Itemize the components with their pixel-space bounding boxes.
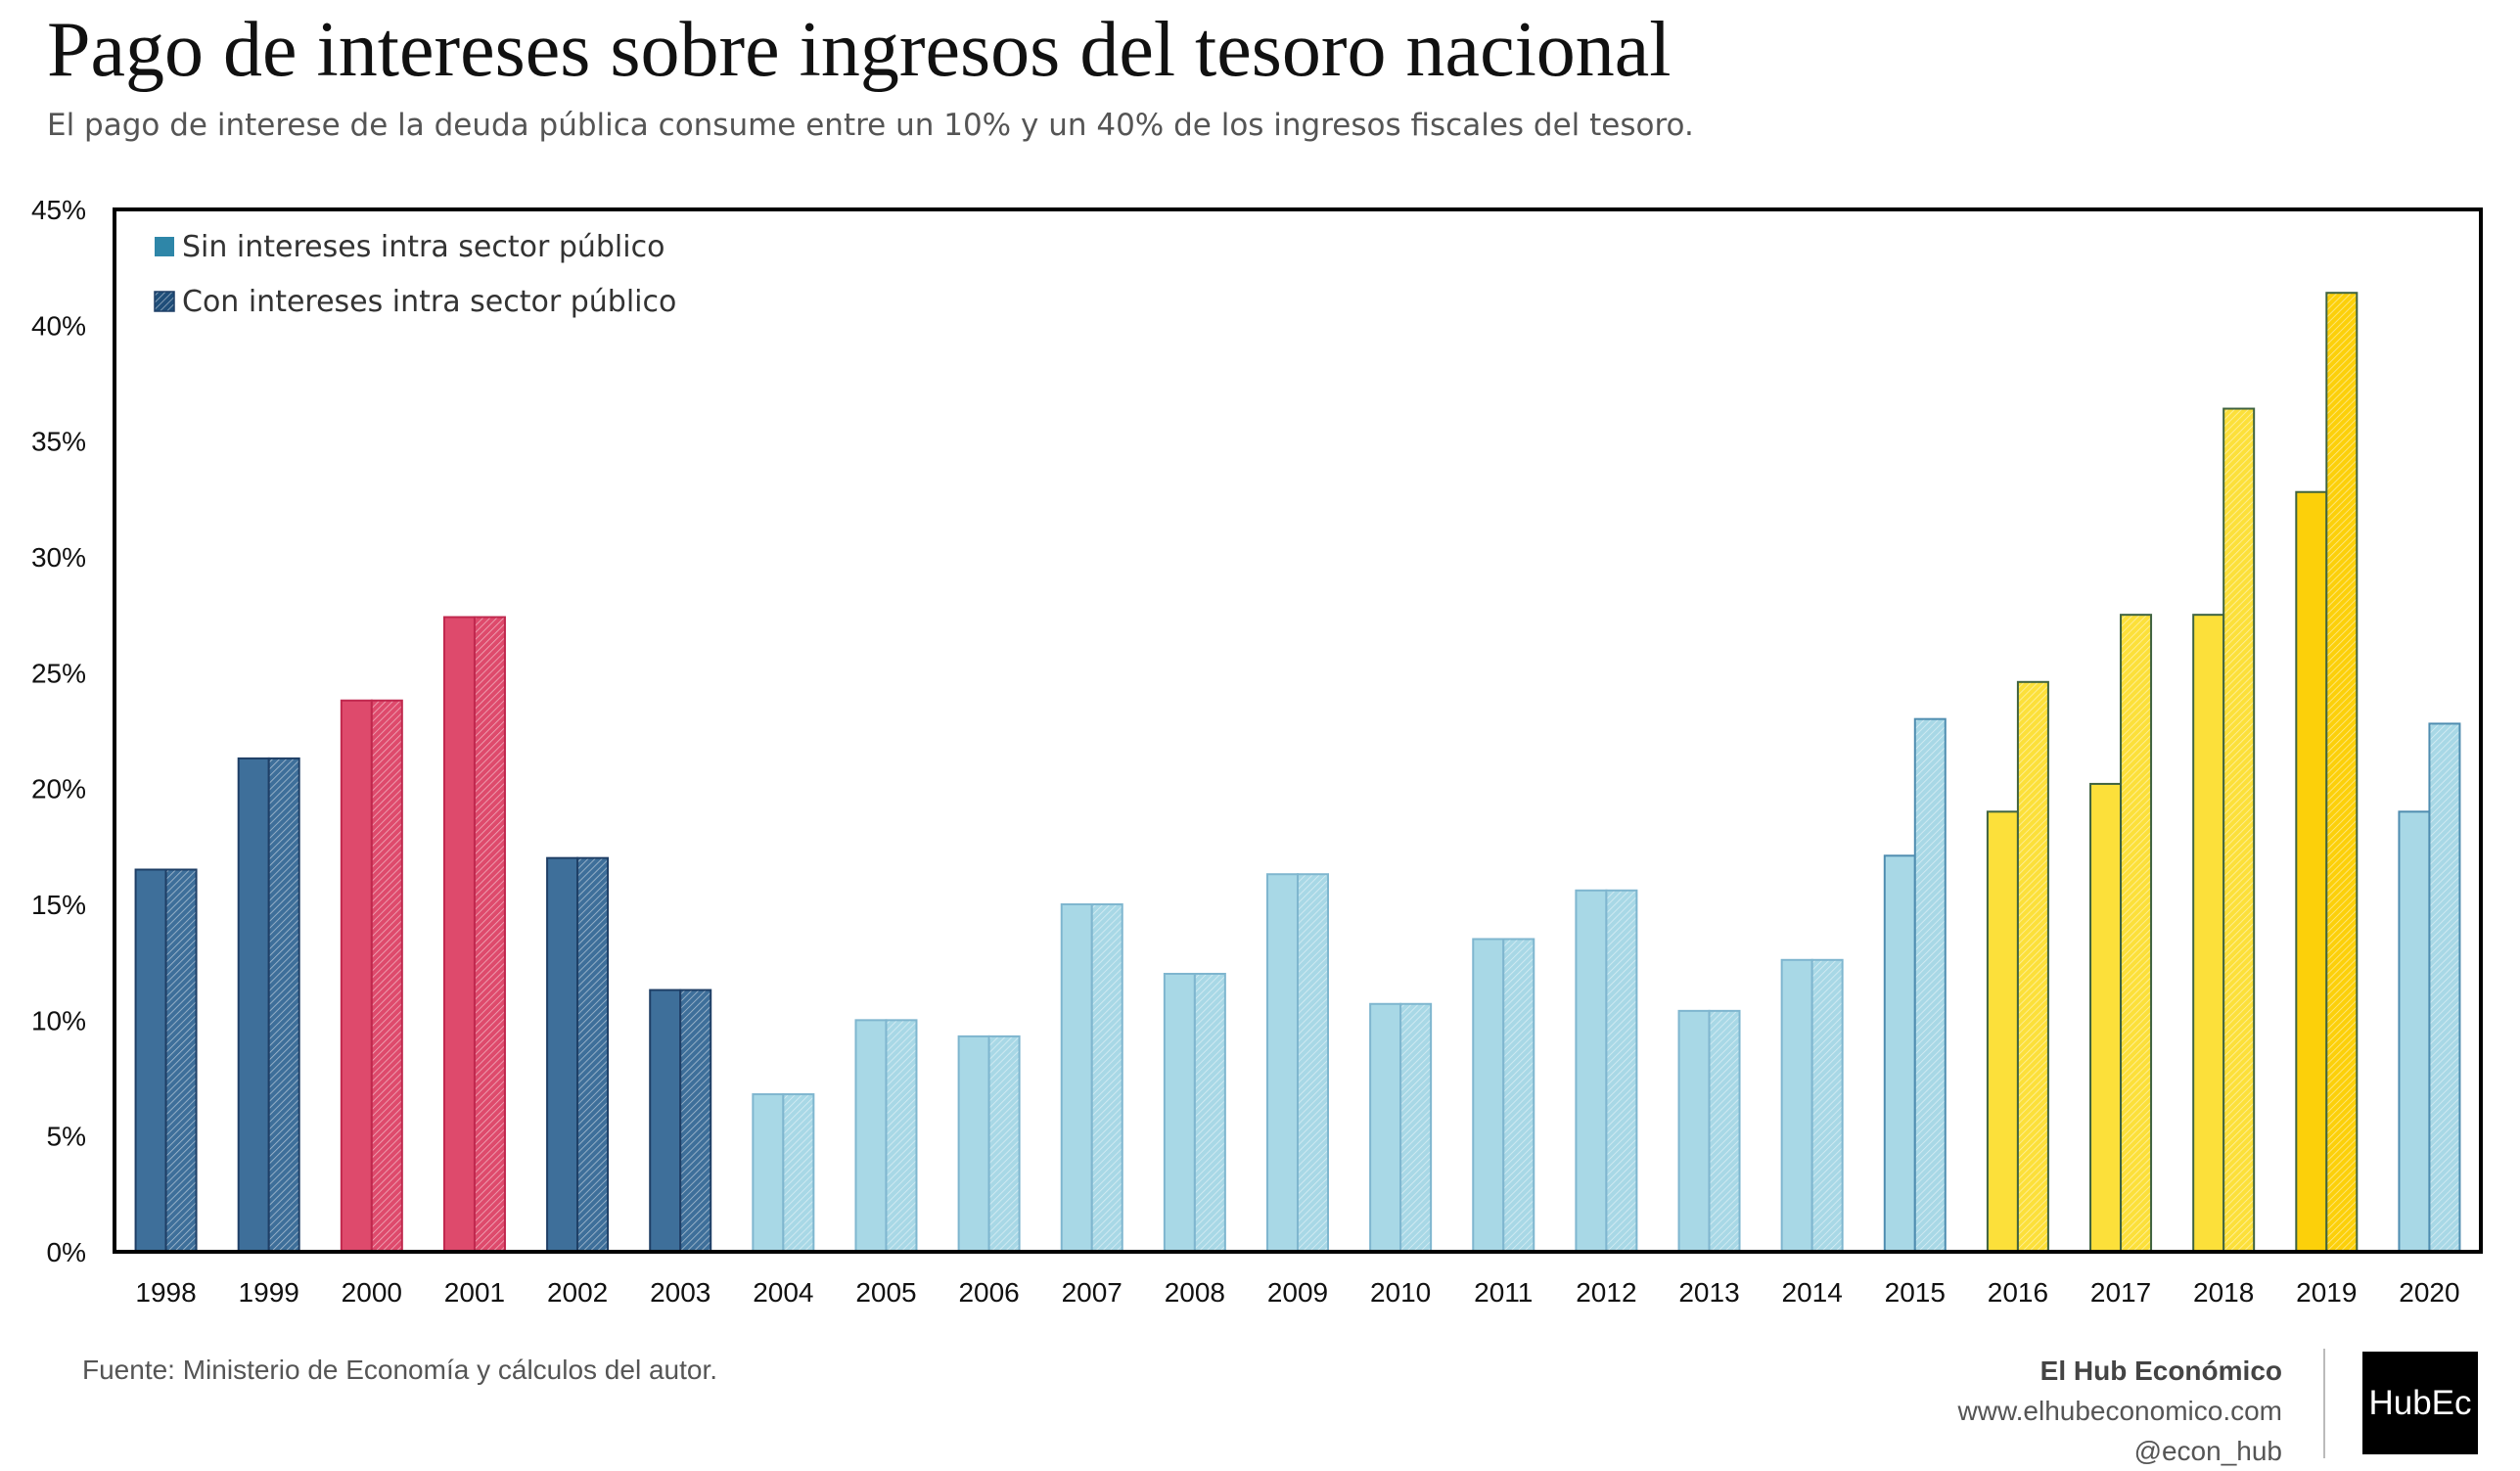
bar-sin-intereses-2014	[1780, 958, 1813, 1253]
legend-swatch-1	[155, 237, 174, 256]
bar-sin-intereses-2011	[1472, 938, 1505, 1253]
x-tick-label-2002: 2002	[547, 1277, 608, 1308]
x-tick-label-2003: 2003	[650, 1277, 710, 1308]
bar-sin-intereses-2001	[442, 616, 476, 1253]
x-tick-label-2005: 2005	[855, 1277, 916, 1308]
legend-swatch-2	[154, 291, 175, 312]
bar-sin-intereses-2019	[2295, 490, 2328, 1253]
bar-con-intereses-1999	[267, 757, 300, 1254]
bar-sin-intereses-2017	[2089, 782, 2123, 1254]
bar-con-intereses-2000	[370, 699, 403, 1253]
bar-con-intereses-2007	[1090, 903, 1123, 1253]
bar-sin-intereses-1999	[237, 757, 270, 1254]
x-tick-label-1999: 1999	[239, 1277, 299, 1308]
bar-sin-intereses-2020	[2398, 810, 2431, 1253]
x-tick-label-2008: 2008	[1165, 1277, 1225, 1308]
x-tick-label-2010: 2010	[1370, 1277, 1431, 1308]
brand-block: El Hub Económico www.elhubeconomico.com …	[1958, 1351, 2283, 1471]
x-tick-label-2006: 2006	[958, 1277, 1019, 1308]
bar-con-intereses-2005	[885, 1019, 918, 1254]
y-tick-label: 25%	[31, 658, 86, 688]
bar-con-intereses-2019	[2325, 292, 2359, 1253]
bar-con-intereses-2006	[987, 1034, 1021, 1254]
chart-title: Pago de intereses sobre ingresos del tes…	[47, 7, 1672, 93]
bar-con-intereses-2003	[679, 988, 712, 1253]
bar-con-intereses-2020	[2428, 722, 2461, 1253]
bar-con-intereses-2017	[2120, 614, 2153, 1253]
y-tick-label: 0%	[47, 1237, 86, 1267]
x-tick-label-2019: 2019	[2296, 1277, 2357, 1308]
bar-sin-intereses-2012	[1575, 889, 1608, 1253]
legend-label-2: Con intereses intra sector público	[182, 285, 676, 319]
bar-con-intereses-2011	[1502, 938, 1535, 1253]
bar-con-intereses-2018	[2222, 407, 2256, 1253]
bar-con-intereses-1998	[164, 868, 198, 1253]
bar-sin-intereses-2013	[1677, 1009, 1711, 1254]
bar-con-intereses-2010	[1399, 1002, 1433, 1254]
x-tick-label-2017: 2017	[2090, 1277, 2151, 1308]
bar-sin-intereses-2010	[1369, 1002, 1402, 1254]
y-tick-label: 10%	[31, 1005, 86, 1035]
x-tick-label-2009: 2009	[1267, 1277, 1328, 1308]
y-axis: 0% 5% 10% 15% 20% 25% 30% 35% 40% 45%	[31, 195, 86, 1267]
bar-sin-intereses-2004	[752, 1093, 785, 1253]
hubec-logo: HubEc	[2362, 1352, 2478, 1454]
bar-con-intereses-2004	[782, 1093, 815, 1253]
brand-name: El Hub Económico	[2039, 1356, 2282, 1386]
brand-handle[interactable]: @econ_hub	[2133, 1436, 2282, 1466]
source-note: Fuente: Ministerio de Economía y cálculo…	[82, 1355, 718, 1385]
bar-sin-intereses-2000	[340, 699, 373, 1253]
x-tick-label-2015: 2015	[1885, 1277, 1946, 1308]
x-tick-label-2014: 2014	[1782, 1277, 1843, 1308]
brand-divider	[2323, 1349, 2325, 1458]
bar-sin-intereses-2006	[957, 1034, 990, 1254]
x-tick-label-2001: 2001	[444, 1277, 505, 1308]
bar-sin-intereses-2018	[2192, 614, 2225, 1253]
x-tick-label-2011: 2011	[1474, 1277, 1533, 1308]
legend-label-1: Sin intereses intra sector público	[182, 230, 664, 264]
chart-subtitle: El pago de interese de la deuda pública …	[47, 108, 1694, 143]
legend: Sin intereses intra sector público Con in…	[154, 230, 676, 319]
y-tick-label: 20%	[31, 774, 86, 804]
x-tick-label-2004: 2004	[753, 1277, 813, 1308]
x-tick-label-2012: 2012	[1576, 1277, 1636, 1308]
x-tick-label-2016: 2016	[1988, 1277, 2048, 1308]
x-tick-label-2007: 2007	[1062, 1277, 1123, 1308]
x-axis: 1998 1999 2000 2001 2002 2003 2004 2005 2006 2007…	[135, 1277, 2459, 1308]
brand-url[interactable]: www.elhubeconomico.com	[1957, 1396, 2283, 1426]
plot-frame	[113, 207, 2483, 1254]
bar-sin-intereses-2003	[649, 988, 682, 1253]
y-tick-label: 40%	[31, 310, 86, 341]
bar-con-intereses-2012	[1605, 889, 1638, 1253]
x-tick-label-2018: 2018	[2193, 1277, 2254, 1308]
bar-sin-intereses-2005	[854, 1019, 888, 1254]
bar-con-intereses-2016	[2016, 680, 2049, 1253]
bar-con-intereses-2014	[1810, 958, 1844, 1253]
bar-sin-intereses-2015	[1883, 854, 1916, 1253]
bar-sin-intereses-2009	[1266, 873, 1299, 1253]
bar-con-intereses-2008	[1193, 973, 1226, 1253]
y-tick-label: 30%	[31, 542, 86, 573]
bar-sin-intereses-2002	[546, 856, 579, 1254]
y-tick-label: 45%	[31, 195, 86, 225]
bar-con-intereses-2013	[1708, 1009, 1741, 1254]
x-tick-label-2013: 2013	[1678, 1277, 1739, 1308]
bar-sin-intereses-2016	[1986, 810, 2019, 1253]
y-tick-label: 35%	[31, 427, 86, 457]
x-tick-label-1998: 1998	[135, 1277, 196, 1308]
bar-con-intereses-2001	[473, 616, 506, 1253]
bar-sin-intereses-2008	[1163, 973, 1196, 1253]
bar-sin-intereses-2007	[1060, 903, 1093, 1253]
y-tick-label: 15%	[31, 890, 86, 920]
x-tick-label-2000: 2000	[342, 1277, 402, 1308]
bar-con-intereses-2009	[1297, 873, 1329, 1253]
bar-chart: 0% 5% 10% 15% 20% 25% 30% 35% 40% 45% 1998 1999 200…	[31, 195, 2483, 1308]
x-tick-label-2020: 2020	[2399, 1277, 2459, 1308]
bar-con-intereses-2002	[576, 856, 610, 1254]
bar-con-intereses-2015	[1913, 717, 1947, 1253]
bars-layer	[134, 292, 2461, 1254]
bar-sin-intereses-1998	[134, 868, 167, 1253]
y-tick-label: 5%	[47, 1122, 86, 1152]
